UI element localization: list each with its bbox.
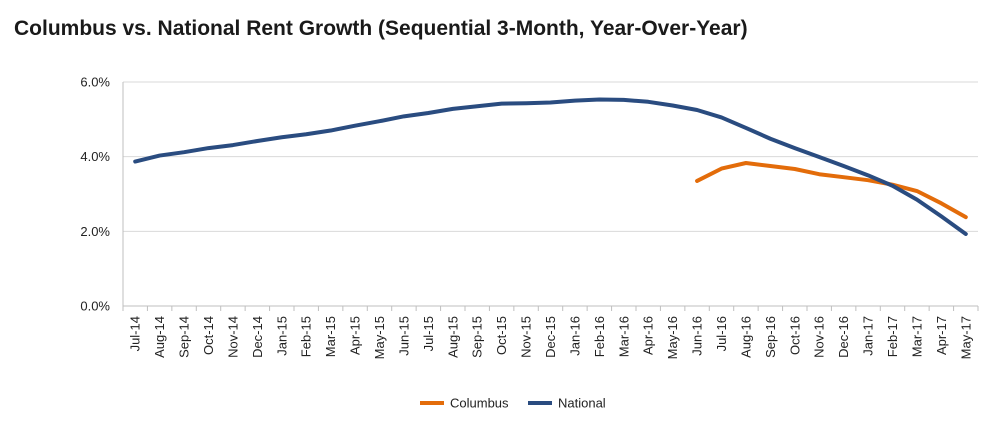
x-axis-ticks: Jul-14 Aug-14 Sep-14 Oct-14 Nov-14 Dec-14 Jan-… <box>128 316 974 359</box>
series-line-columbus <box>695 161 968 220</box>
x-tick-label: Jan-15 <box>274 316 289 356</box>
y-tick-label: 6.0% <box>80 75 110 90</box>
x-tick-label: Mar-17 <box>909 316 924 357</box>
legend-label-columbus: Columbus <box>450 396 509 411</box>
x-tick-label: May-16 <box>665 316 680 359</box>
y-tick-label: 2.0% <box>80 224 110 239</box>
y-axis-ticks: 0.0% 2.0% 4.0% 6.0% <box>80 75 110 314</box>
x-tick-label: Mar-16 <box>616 316 631 357</box>
x-tick-label: Sep-15 <box>470 316 485 358</box>
x-tick-label: Dec-15 <box>543 316 558 358</box>
x-tick-label: Jul-16 <box>714 316 729 351</box>
x-tick-label: Feb-16 <box>592 316 607 357</box>
x-tick-label: Jun-15 <box>396 316 411 356</box>
gridlines <box>123 81 978 232</box>
x-tick-label: Jan-16 <box>567 316 582 356</box>
series-lines <box>133 97 968 236</box>
x-tick-label: Jul-14 <box>128 316 143 351</box>
x-tick-label: Dec-14 <box>250 316 265 358</box>
x-tick-label: May-15 <box>372 316 387 359</box>
x-tick-label: Mar-15 <box>323 316 338 357</box>
x-tick-label: Oct-14 <box>201 316 216 355</box>
x-tick-label: May-17 <box>958 316 973 359</box>
series-line-national <box>133 97 968 236</box>
x-tick-label: Oct-16 <box>787 316 802 355</box>
x-tick-label: Aug-15 <box>445 316 460 358</box>
x-tick-label: Nov-15 <box>519 316 534 358</box>
x-tick-label: Sep-14 <box>177 316 192 358</box>
x-tick-label: Sep-16 <box>763 316 778 358</box>
chart-title: Columbus vs. National Rent Growth (Seque… <box>14 17 748 40</box>
x-tick-label: Jun-16 <box>690 316 705 356</box>
x-tick-label: Aug-14 <box>152 316 167 358</box>
x-tick-label: Feb-15 <box>299 316 314 357</box>
axes <box>122 82 979 311</box>
y-tick-label: 4.0% <box>80 149 110 164</box>
x-tick-label: Feb-17 <box>885 316 900 357</box>
legend-label-national: National <box>558 396 606 411</box>
x-tick-label: Apr-15 <box>348 316 363 355</box>
x-tick-label: Jan-17 <box>861 316 876 356</box>
x-tick-label: Aug-16 <box>738 316 753 358</box>
x-tick-label: Dec-16 <box>836 316 851 358</box>
x-tick-label: Oct-15 <box>494 316 509 355</box>
x-tick-label: Apr-16 <box>641 316 656 355</box>
x-tick-label: Nov-14 <box>225 316 240 358</box>
x-tick-label: Nov-16 <box>812 316 827 358</box>
legend: Columbus National <box>420 396 606 411</box>
y-tick-label: 0.0% <box>80 299 110 314</box>
x-tick-label: Apr-17 <box>934 316 949 355</box>
x-tick-label: Jul-15 <box>421 316 436 351</box>
